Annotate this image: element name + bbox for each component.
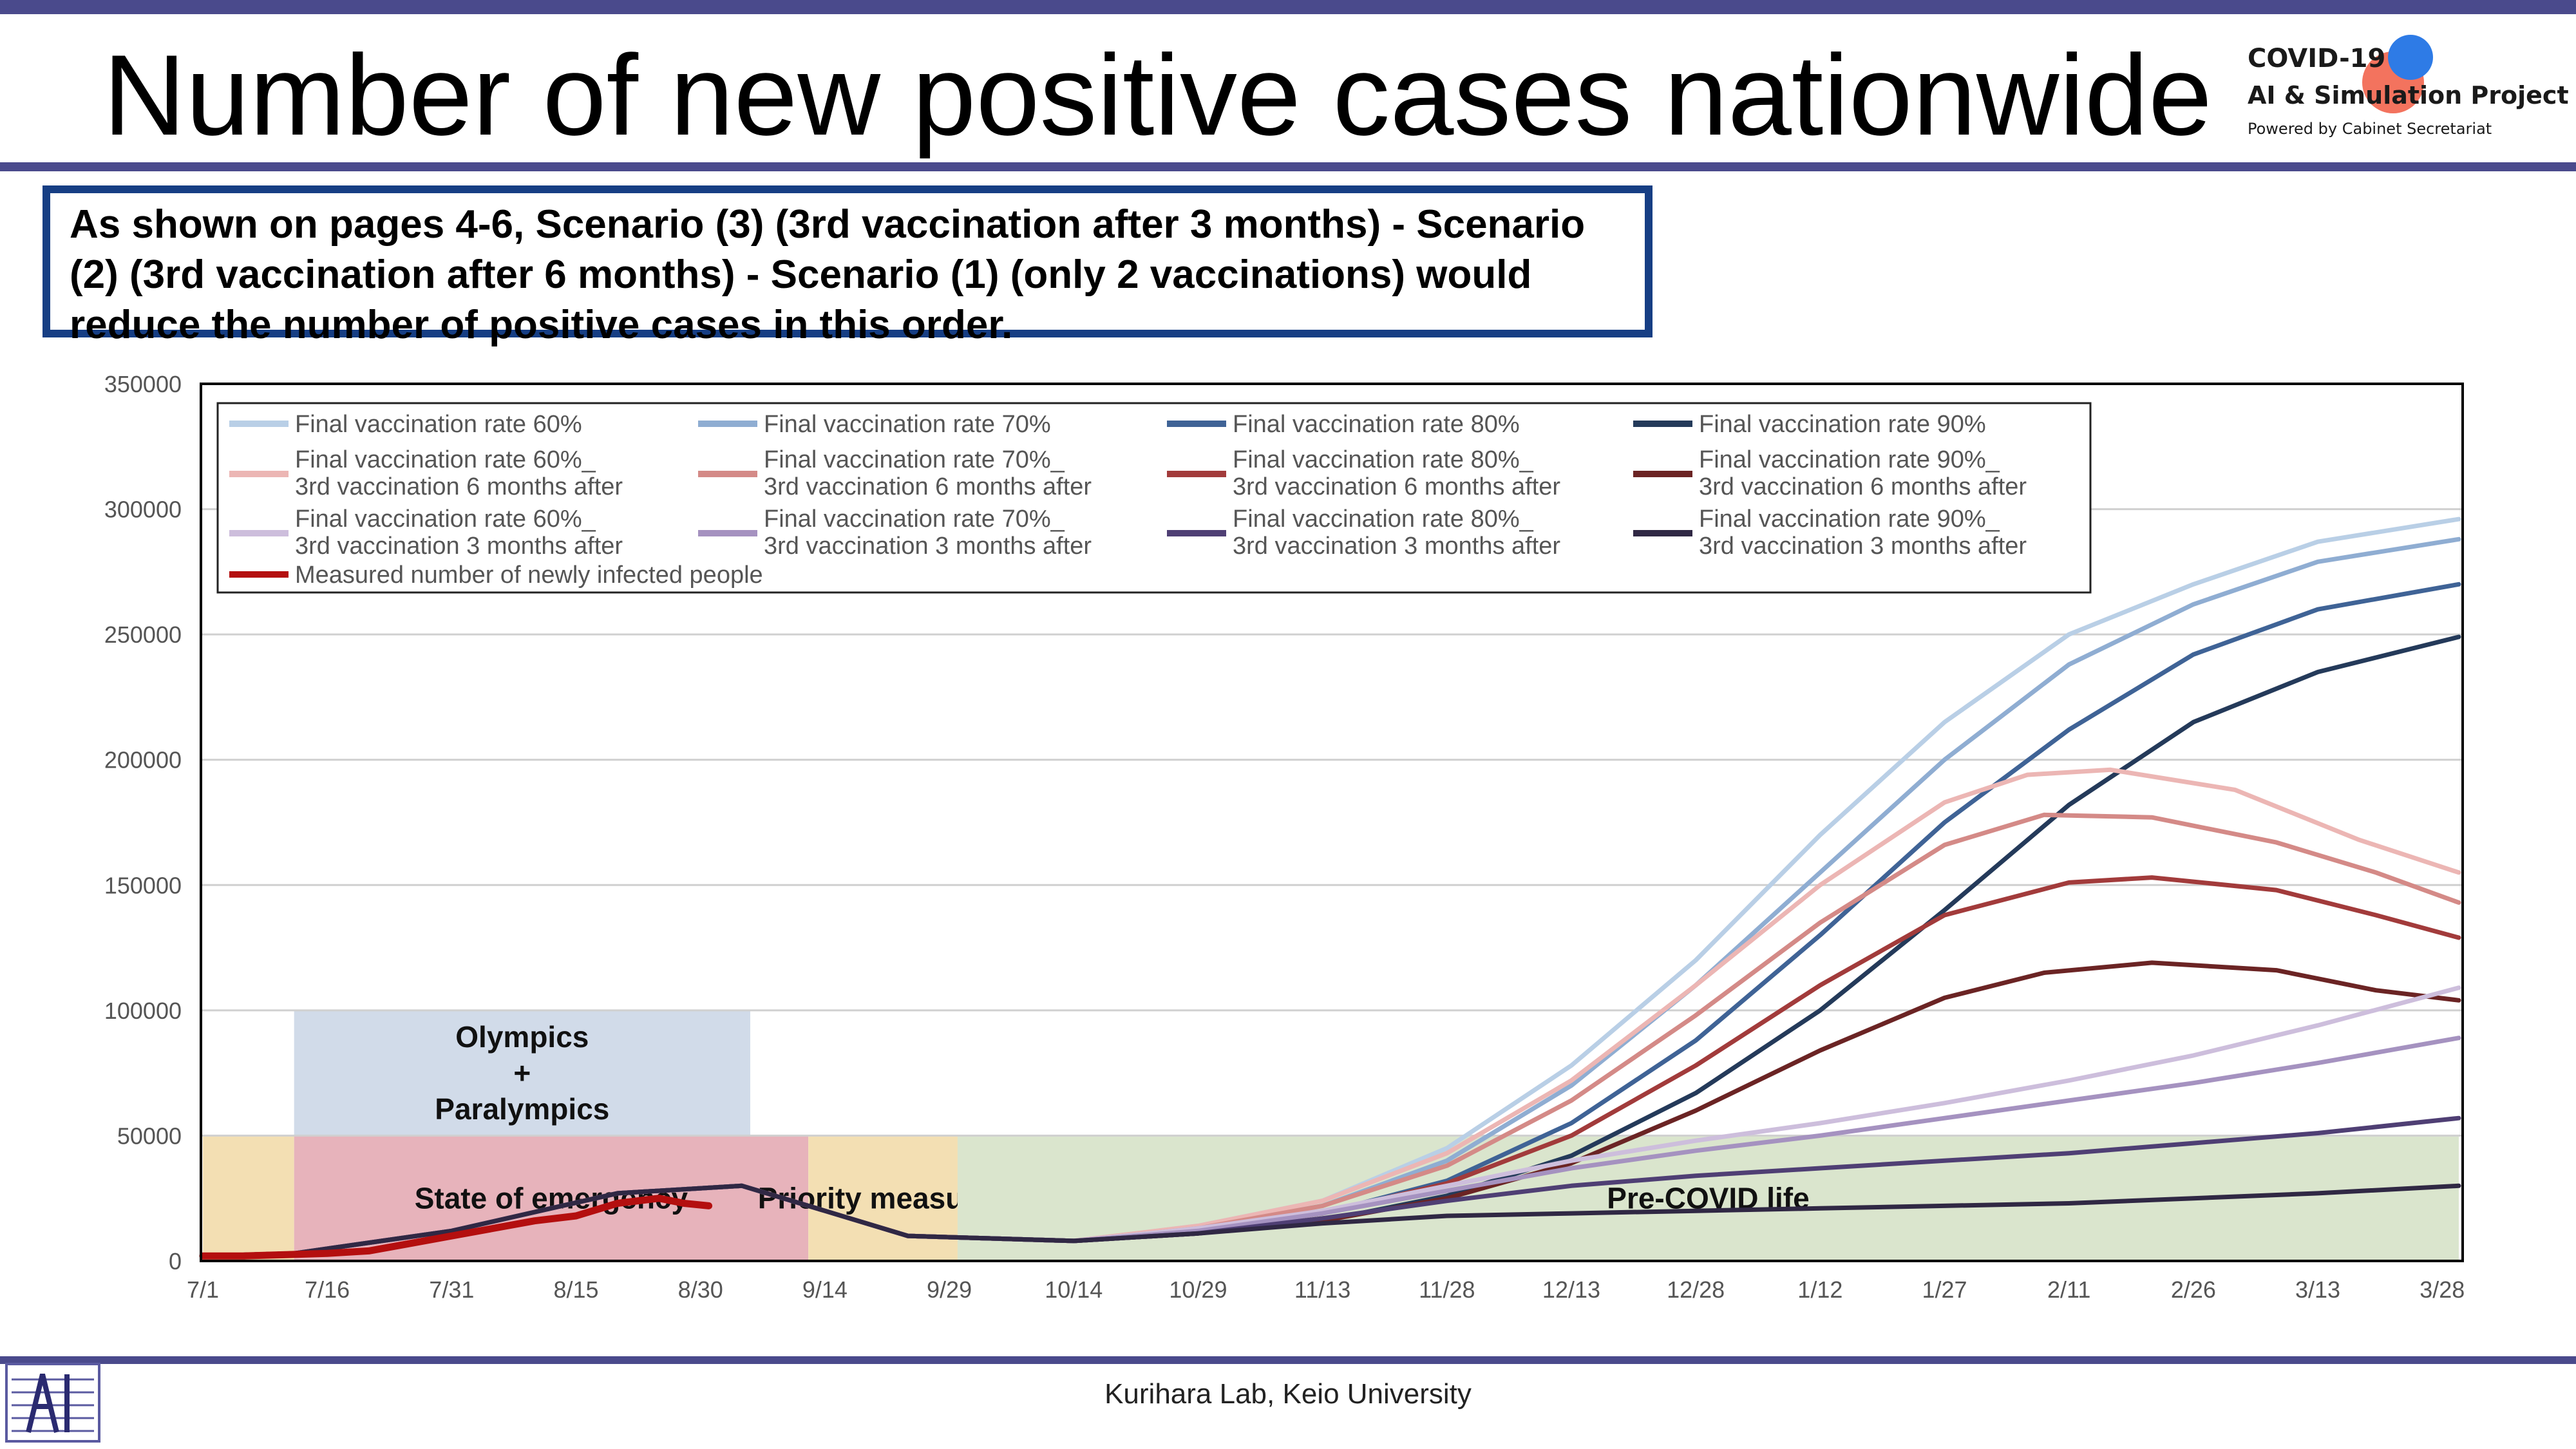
logo-line-2: AI & Simulation Project bbox=[2248, 81, 2569, 109]
project-logo: COVID-19 AI & Simulation Project Powered… bbox=[2248, 26, 2569, 148]
series-line-12 bbox=[199, 1195, 713, 1260]
y-tick-label: 0 bbox=[169, 1248, 182, 1274]
x-tick-label: 2/26 bbox=[2171, 1276, 2216, 1303]
legend-label-11: 3rd vaccination 3 months after bbox=[1699, 533, 2027, 560]
y-tick-label: 50000 bbox=[117, 1122, 182, 1149]
x-tick-label: 10/29 bbox=[1169, 1276, 1227, 1303]
legend-label-10: 3rd vaccination 3 months after bbox=[1233, 533, 1560, 560]
x-tick-label: 7/31 bbox=[429, 1276, 474, 1303]
region-4 bbox=[294, 1010, 750, 1136]
region-0 bbox=[203, 1135, 294, 1261]
cases-line-chart: State of emergency Priority measures Pre-C… bbox=[104, 371, 2465, 1303]
region-label-4-1: + bbox=[513, 1056, 531, 1090]
summary-note: As shown on pages 4-6, Scenario (3) (3rd… bbox=[43, 185, 1653, 347]
page-title: Number of new positive cases nationwide bbox=[103, 31, 2212, 159]
legend-label-11: Final vaccination rate 90%_ bbox=[1699, 506, 2000, 533]
legend-label-6: 3rd vaccination 6 months after bbox=[1233, 473, 1560, 500]
footer-bar bbox=[0, 1356, 2576, 1364]
legend-label-10: Final vaccination rate 80%_ bbox=[1233, 506, 1534, 533]
x-tick-label: 3/13 bbox=[2295, 1276, 2340, 1303]
legend-label-1: Final vaccination rate 70% bbox=[764, 411, 1051, 438]
x-tick-label: 8/30 bbox=[678, 1276, 723, 1303]
x-tick-label: 12/13 bbox=[1542, 1276, 1600, 1303]
header-bottom-bar bbox=[0, 162, 2576, 171]
logo-line-3: Powered by Cabinet Secretariat bbox=[2248, 120, 2492, 138]
x-tick-label: 8/15 bbox=[554, 1276, 599, 1303]
x-tick-label: 1/12 bbox=[1797, 1276, 1842, 1303]
plot-frame bbox=[200, 383, 2464, 1262]
legend-label-9: Final vaccination rate 70%_ bbox=[764, 506, 1065, 533]
x-tick-label: 9/29 bbox=[927, 1276, 972, 1303]
x-tick-label: 12/28 bbox=[1667, 1276, 1725, 1303]
legend-label-8: Final vaccination rate 60%_ bbox=[295, 506, 596, 533]
legend-label-5: Final vaccination rate 70%_ bbox=[764, 446, 1065, 473]
x-tick-label: 11/13 bbox=[1294, 1276, 1350, 1303]
legend-label-4: Final vaccination rate 60%_ bbox=[295, 446, 596, 473]
region-label-4-0: Olympics bbox=[455, 1020, 589, 1054]
legend-label-4: 3rd vaccination 6 months after bbox=[295, 473, 623, 500]
x-tick-label: 11/28 bbox=[1419, 1276, 1475, 1303]
legend-box bbox=[216, 402, 2092, 594]
y-tick-label: 350000 bbox=[104, 371, 182, 397]
footer-credit: Kurihara Lab, Keio University bbox=[1104, 1378, 1472, 1410]
region-2 bbox=[808, 1135, 958, 1261]
y-tick-label: 100000 bbox=[104, 998, 182, 1024]
y-tick-label: 300000 bbox=[104, 497, 182, 523]
legend-label-3: Final vaccination rate 90% bbox=[1699, 411, 1986, 438]
legend-label-9: 3rd vaccination 3 months after bbox=[764, 533, 1092, 560]
y-tick-label: 150000 bbox=[104, 872, 182, 898]
legend-label-8: 3rd vaccination 3 months after bbox=[295, 533, 623, 560]
header-top-bar bbox=[0, 0, 2576, 14]
legend-label-5: 3rd vaccination 6 months after bbox=[764, 473, 1092, 500]
x-tick-label: 2/11 bbox=[2047, 1276, 2090, 1303]
legend-label-0: Final vaccination rate 60% bbox=[295, 411, 582, 438]
x-tick-label: 7/1 bbox=[187, 1276, 219, 1303]
y-tick-label: 250000 bbox=[104, 621, 182, 648]
lab-logo-icon bbox=[5, 1363, 100, 1443]
legend-label-7: 3rd vaccination 6 months after bbox=[1699, 473, 2027, 500]
legend-label-7: Final vaccination rate 90%_ bbox=[1699, 446, 2000, 473]
logo-dot-blue bbox=[2388, 35, 2433, 80]
legend-label-6: Final vaccination rate 80%_ bbox=[1233, 446, 1534, 473]
region-label-4-2: Paralympics bbox=[435, 1092, 609, 1126]
x-tick-label: 9/14 bbox=[802, 1276, 848, 1303]
x-tick-label: 3/28 bbox=[2420, 1276, 2465, 1303]
y-tick-label: 200000 bbox=[104, 747, 182, 773]
x-tick-label: 7/16 bbox=[305, 1276, 350, 1303]
legend-label-12: Measured number of newly infected people bbox=[295, 562, 763, 589]
x-tick-label: 10/14 bbox=[1045, 1276, 1103, 1303]
series-line-11 bbox=[200, 1183, 2461, 1258]
logo-line-1: COVID-19 bbox=[2248, 44, 2386, 73]
legend-label-2: Final vaccination rate 80% bbox=[1233, 411, 1520, 438]
x-tick-label: 1/27 bbox=[1922, 1276, 1967, 1303]
